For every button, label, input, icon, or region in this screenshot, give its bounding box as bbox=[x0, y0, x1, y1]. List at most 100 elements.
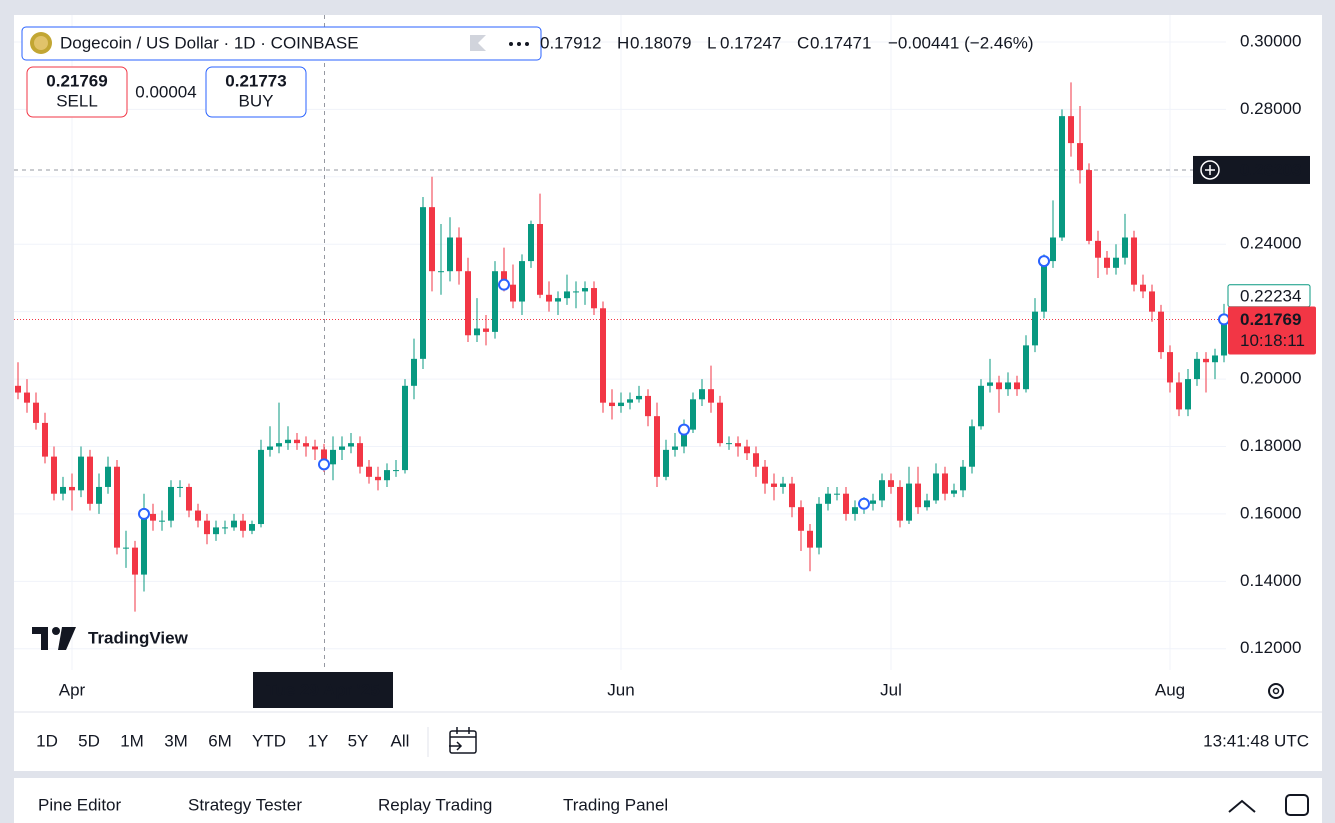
candle-body bbox=[204, 520, 210, 535]
candle-body bbox=[537, 224, 543, 295]
flag-icon[interactable] bbox=[470, 35, 486, 51]
candle-body bbox=[1194, 358, 1200, 380]
buy-button[interactable] bbox=[205, 66, 307, 118]
watermark: TradingView bbox=[88, 628, 189, 647]
candle-body bbox=[1131, 237, 1137, 285]
range-button[interactable]: 1D bbox=[36, 731, 58, 750]
maximize-icon[interactable] bbox=[1285, 794, 1309, 816]
candle-body bbox=[393, 470, 399, 472]
candle-body bbox=[834, 493, 840, 495]
candle-body bbox=[330, 449, 336, 465]
settings-icon[interactable] bbox=[1268, 683, 1284, 699]
readout-value: 0.18079 bbox=[630, 33, 691, 52]
candle-body bbox=[762, 466, 768, 484]
date-range-icon[interactable] bbox=[449, 727, 477, 754]
readout-value: 0.17247 bbox=[720, 33, 781, 52]
sell-button[interactable] bbox=[26, 66, 128, 118]
candle-body bbox=[897, 486, 903, 521]
candle-body bbox=[123, 547, 129, 549]
candle-body bbox=[744, 446, 750, 454]
candle-body bbox=[681, 429, 687, 447]
range-button[interactable]: 5D bbox=[78, 731, 100, 750]
candle-body bbox=[1158, 311, 1164, 353]
more-icon[interactable] bbox=[509, 42, 529, 46]
buy-price: 0.21773 bbox=[225, 71, 286, 90]
tab[interactable]: Pine Editor bbox=[38, 795, 121, 814]
clock: 13:41:48 UTC bbox=[1203, 731, 1309, 750]
candle-body bbox=[303, 443, 309, 447]
candle-body bbox=[816, 503, 822, 548]
y-tick-label: 0.18000 bbox=[1240, 436, 1301, 455]
candle-body bbox=[456, 237, 462, 272]
candle-body bbox=[519, 261, 525, 302]
y-tick-label: 0.28000 bbox=[1240, 99, 1301, 118]
event-marker bbox=[138, 507, 150, 520]
range-button[interactable]: 1M bbox=[120, 731, 144, 750]
sell-label: SELL bbox=[56, 91, 98, 110]
candle-body bbox=[690, 399, 696, 430]
candle-body bbox=[1023, 345, 1029, 390]
candle-body bbox=[960, 466, 966, 491]
candle-body bbox=[60, 486, 66, 494]
symbol-box[interactable] bbox=[21, 26, 542, 61]
tab[interactable]: Trading Panel bbox=[563, 795, 668, 814]
candle-body bbox=[1059, 116, 1065, 238]
candle-body bbox=[1050, 237, 1056, 262]
candle-body bbox=[222, 527, 228, 529]
symbol-title: Dogecoin / US Dollar · 1D · COINBASE bbox=[60, 33, 359, 52]
last-price-box bbox=[1228, 306, 1316, 355]
candle-body bbox=[24, 392, 30, 403]
range-button[interactable]: 6M bbox=[208, 731, 232, 750]
candle-body bbox=[366, 466, 372, 477]
doge-icon-inner bbox=[34, 36, 48, 50]
candle-body bbox=[1086, 170, 1092, 241]
candle-body bbox=[1203, 358, 1209, 363]
tab[interactable]: Replay Trading bbox=[378, 795, 492, 814]
readout-label: C bbox=[797, 33, 809, 52]
x-tick-label: Jun bbox=[607, 680, 634, 699]
range-button[interactable]: 3M bbox=[164, 731, 188, 750]
last-price: 0.21769 bbox=[1240, 310, 1301, 329]
range-button[interactable]: All bbox=[391, 731, 410, 750]
candle-body bbox=[177, 486, 183, 488]
candle-body bbox=[1104, 257, 1110, 268]
y-tick-label: 0.24000 bbox=[1240, 234, 1301, 253]
candle-body bbox=[294, 439, 300, 444]
candle-body bbox=[789, 483, 795, 508]
range-button[interactable]: YTD bbox=[252, 731, 286, 750]
y-tick-label: 0.16000 bbox=[1240, 503, 1301, 522]
candle-body bbox=[825, 493, 831, 504]
candle-body bbox=[582, 288, 588, 292]
tab[interactable]: Strategy Tester bbox=[188, 795, 302, 814]
range-button[interactable]: 1Y bbox=[308, 731, 329, 750]
candle-body bbox=[132, 547, 138, 575]
candle-body bbox=[1140, 284, 1146, 292]
sell-price: 0.21769 bbox=[46, 71, 107, 90]
bottom-panel bbox=[14, 778, 1322, 823]
candle-body bbox=[150, 513, 156, 521]
candle-body bbox=[1185, 379, 1191, 410]
candle-body bbox=[159, 520, 165, 522]
candle-body bbox=[411, 358, 417, 386]
candle-body bbox=[546, 294, 552, 302]
candle-body bbox=[942, 473, 948, 494]
candle-body bbox=[978, 385, 984, 427]
candle-body bbox=[96, 486, 102, 504]
crosshair-date-box bbox=[253, 672, 393, 708]
buy-label: BUY bbox=[239, 91, 274, 110]
settings-icon-inner bbox=[1272, 687, 1280, 695]
collapse-icon[interactable] bbox=[1228, 799, 1256, 813]
candle-body bbox=[186, 486, 192, 511]
candle-body bbox=[915, 483, 921, 508]
readout-label: L bbox=[707, 33, 716, 52]
candle-body bbox=[555, 298, 561, 302]
event-marker bbox=[318, 458, 330, 471]
candle-body bbox=[510, 284, 516, 302]
candle-body bbox=[42, 422, 48, 457]
candle-body bbox=[636, 395, 642, 400]
candle-body bbox=[447, 237, 453, 272]
range-button[interactable]: 5Y bbox=[348, 731, 369, 750]
range-buttons: 1D 5D 1M 3M 6M YTD 1Y 5Y All bbox=[36, 731, 409, 750]
candle-body bbox=[429, 207, 435, 272]
candle-body bbox=[249, 524, 255, 531]
